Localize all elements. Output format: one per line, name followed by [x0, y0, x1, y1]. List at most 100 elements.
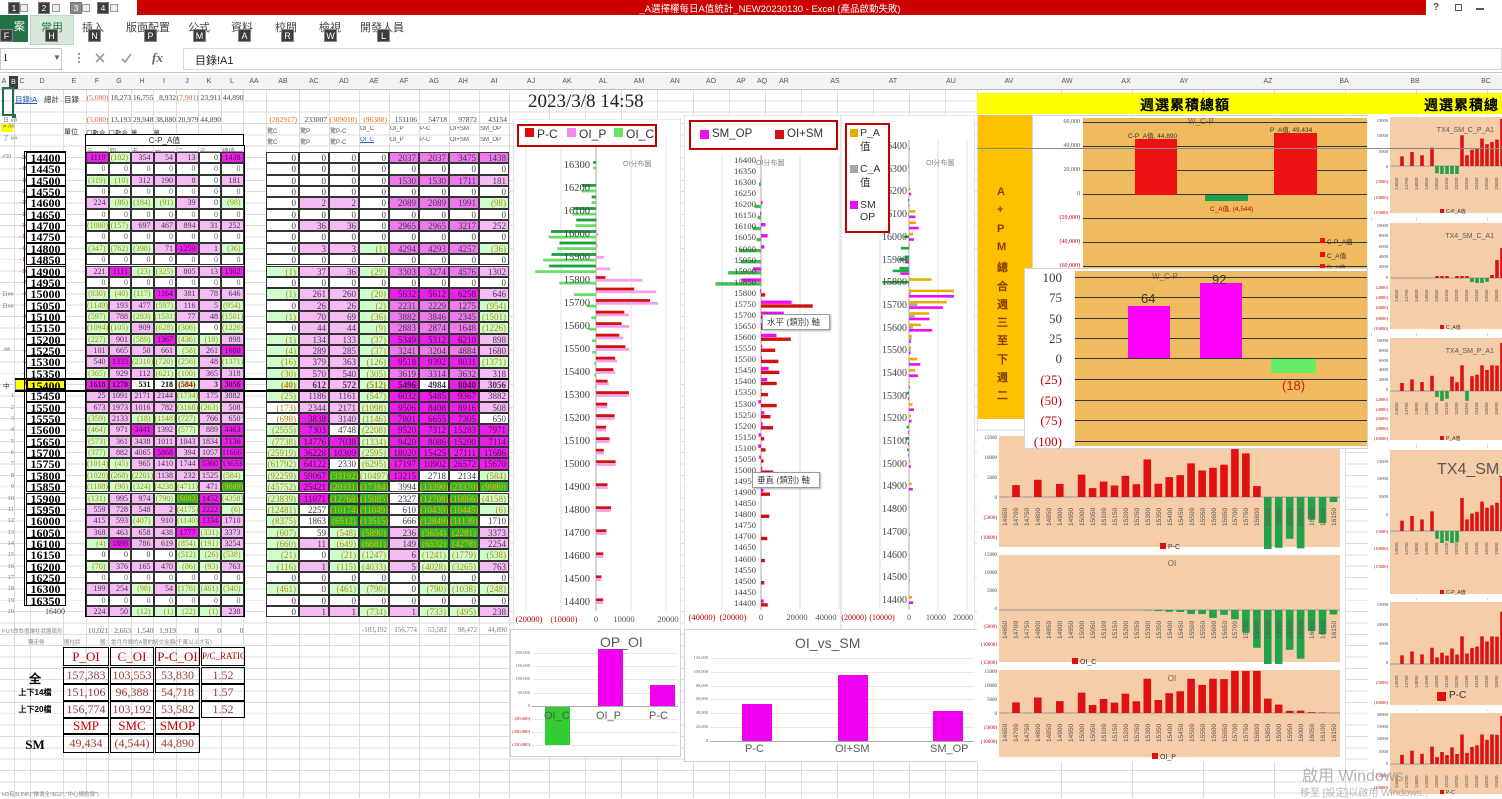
svg-text:15150: 15150 [1112, 724, 1119, 742]
svg-text:14950: 14950 [1424, 177, 1429, 190]
svg-text:16000: 16000 [1298, 508, 1305, 526]
svg-text:14850: 14850 [1414, 542, 1419, 555]
svg-text:14950: 14950 [1424, 289, 1429, 302]
svg-text:14500: 14500 [564, 574, 590, 585]
svg-text:5000: 5000 [1379, 494, 1389, 499]
svg-text:14750: 14750 [1404, 675, 1409, 688]
svg-text:(20000): (20000) [720, 612, 747, 622]
svg-text:15000: 15000 [985, 436, 998, 441]
svg-text:15250: 15250 [734, 410, 757, 420]
svg-text:15550: 15550 [1484, 402, 1489, 415]
svg-text:15500: 15500 [1189, 621, 1196, 639]
svg-text:10000: 10000 [985, 684, 998, 689]
svg-text:16150: 16150 [1331, 724, 1338, 742]
svg-text:C-P_A值: C-P_A值 [1446, 208, 1466, 215]
svg-text:15550: 15550 [1200, 508, 1207, 526]
svg-text:15650: 15650 [734, 321, 757, 331]
svg-text:14750: 14750 [1024, 724, 1031, 742]
svg-text:16300: 16300 [734, 177, 757, 187]
svg-text:14900: 14900 [734, 487, 757, 497]
svg-text:15900: 15900 [564, 252, 590, 263]
svg-text:14800: 14800 [882, 504, 907, 515]
svg-text:15650: 15650 [1494, 775, 1499, 788]
svg-text:16050: 16050 [1309, 724, 1316, 742]
svg-text:16100: 16100 [564, 206, 590, 217]
svg-text:15800: 15800 [1254, 508, 1261, 526]
svg-text:14750: 14750 [1024, 621, 1031, 639]
svg-text:TX4_SM_C_P_A1: TX4_SM_C_P_A1 [1437, 127, 1494, 134]
svg-text:6000: 6000 [1379, 244, 1389, 249]
svg-text:15400: 15400 [1167, 621, 1174, 639]
svg-text:15450: 15450 [1474, 675, 1479, 688]
svg-text:14650: 14650 [1394, 289, 1399, 302]
svg-text:(15000): (15000) [1374, 210, 1389, 215]
svg-text:14600: 14600 [734, 554, 757, 564]
svg-text:(10000): (10000) [1374, 700, 1389, 705]
svg-text:15100: 15100 [1101, 724, 1108, 742]
svg-text:(8000): (8000) [1376, 426, 1388, 431]
svg-text:15650: 15650 [1222, 621, 1229, 639]
svg-text:15050: 15050 [1434, 775, 1439, 788]
svg-text:5000: 5000 [1379, 749, 1389, 754]
svg-text:15650: 15650 [1222, 508, 1229, 526]
svg-text:15000: 15000 [1377, 118, 1389, 123]
svg-text:15850: 15850 [1265, 724, 1272, 742]
svg-text:8000: 8000 [1379, 348, 1389, 353]
svg-text:(10000): (10000) [1374, 436, 1389, 441]
svg-text:15600: 15600 [1211, 724, 1218, 742]
svg-text:(20000): (20000) [841, 613, 867, 622]
svg-text:OI: OI [1168, 674, 1176, 683]
svg-text:15250: 15250 [1454, 177, 1459, 190]
svg-text:10000: 10000 [1377, 736, 1389, 741]
svg-text:14650: 14650 [1394, 177, 1399, 190]
svg-text:14850: 14850 [1414, 675, 1419, 688]
svg-text:15600: 15600 [734, 332, 757, 342]
svg-text:16100: 16100 [1320, 724, 1327, 742]
svg-text:15050: 15050 [1434, 675, 1439, 688]
svg-text:15000: 15000 [1079, 621, 1086, 639]
svg-text:15700: 15700 [1232, 621, 1239, 639]
svg-text:15150: 15150 [734, 432, 757, 442]
svg-text:15850: 15850 [1265, 508, 1272, 526]
svg-text:15400: 15400 [564, 367, 590, 378]
svg-text:15350: 15350 [1464, 289, 1469, 302]
svg-text:15300: 15300 [734, 399, 757, 409]
svg-text:(5000): (5000) [1376, 529, 1388, 534]
svg-text:15250: 15250 [1454, 542, 1459, 555]
svg-text:15100: 15100 [1101, 508, 1108, 526]
svg-text:15250: 15250 [1134, 724, 1141, 742]
svg-text:(10000): (10000) [1374, 546, 1389, 551]
svg-text:15800: 15800 [734, 288, 757, 298]
svg-text:15200: 15200 [734, 421, 757, 431]
svg-text:15050: 15050 [1434, 402, 1439, 415]
svg-text:14400: 14400 [564, 597, 590, 608]
svg-text:15100: 15100 [882, 436, 907, 447]
svg-text:16150: 16150 [734, 210, 757, 220]
svg-text:(4000): (4000) [1376, 407, 1388, 412]
svg-text:15000: 15000 [564, 459, 590, 470]
svg-text:14650: 14650 [1002, 724, 1009, 742]
svg-text:C_A值: C_A值 [1446, 324, 1461, 331]
svg-text:0: 0 [759, 612, 763, 622]
svg-text:15350: 15350 [1156, 621, 1163, 639]
svg-text:15350: 15350 [1464, 402, 1469, 415]
svg-text:15450: 15450 [1474, 402, 1479, 415]
svg-text:15350: 15350 [1464, 542, 1469, 555]
svg-text:15900: 15900 [882, 255, 907, 266]
svg-text:14700: 14700 [1013, 621, 1020, 639]
svg-text:15850: 15850 [1265, 621, 1272, 639]
svg-text:14800: 14800 [734, 509, 757, 519]
svg-text:16400: 16400 [734, 155, 757, 165]
svg-text:14650: 14650 [1394, 675, 1399, 688]
svg-text:15550: 15550 [1200, 621, 1207, 639]
svg-text:15150: 15150 [1112, 508, 1119, 526]
svg-text:15950: 15950 [1287, 621, 1294, 639]
svg-text:15100: 15100 [1101, 621, 1108, 639]
svg-text:14700: 14700 [882, 527, 907, 538]
svg-text:15000: 15000 [1377, 724, 1389, 729]
svg-text:(5000): (5000) [984, 726, 998, 731]
svg-text:10000: 10000 [926, 613, 946, 622]
svg-text:14900: 14900 [1057, 621, 1064, 639]
svg-text:15000: 15000 [1079, 724, 1086, 742]
svg-text:20000: 20000 [657, 614, 678, 624]
